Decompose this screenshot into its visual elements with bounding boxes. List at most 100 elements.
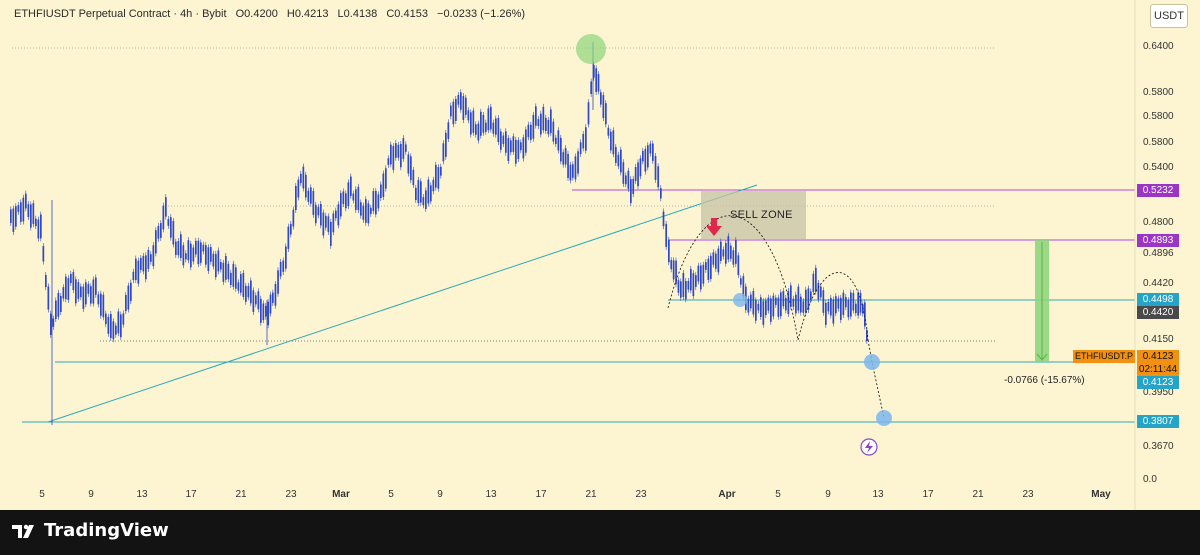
candle-body <box>517 140 520 160</box>
candle-body <box>67 278 70 300</box>
price-tick: 0.3670 <box>1143 441 1174 452</box>
candle-body <box>807 288 810 311</box>
candle-body <box>95 277 97 295</box>
candle-body <box>637 162 639 187</box>
candle-body <box>247 285 250 298</box>
low-value: L0.4138 <box>337 8 378 20</box>
currency-button[interactable]: USDT <box>1150 4 1188 28</box>
tradingview-logo[interactable]: TradingView <box>12 520 169 541</box>
candle-body <box>102 294 105 318</box>
candle-body <box>574 156 577 180</box>
candle-body <box>607 127 610 136</box>
candle-body <box>680 281 682 298</box>
candle-body <box>687 281 690 290</box>
candle-body <box>362 205 365 220</box>
price-chart[interactable] <box>0 0 1200 510</box>
time-tick: 13 <box>872 489 884 500</box>
price-badge-resistance-upper: 0.5232 <box>1137 184 1179 197</box>
candle-body <box>527 124 530 138</box>
candle-body <box>525 129 527 153</box>
candle-body <box>107 317 110 334</box>
tradingview-brand: TradingView <box>44 520 169 541</box>
candle-body <box>137 260 140 284</box>
sell-zone-label: SELL ZONE <box>730 209 793 221</box>
candle-body <box>25 193 27 209</box>
candle-body <box>60 295 62 313</box>
candle-body <box>269 294 272 314</box>
candle-body <box>237 282 240 291</box>
candle-body <box>47 286 50 310</box>
time-tick: 21 <box>585 489 597 500</box>
price-tick: 0.4896 <box>1143 248 1174 259</box>
candle-body <box>487 108 490 131</box>
candle-body <box>662 211 665 227</box>
candle-body <box>395 143 397 158</box>
candle-body <box>740 278 742 285</box>
candle-body <box>842 292 845 315</box>
candle-body <box>42 246 45 262</box>
time-tick: Apr <box>718 489 736 500</box>
candle-body <box>670 260 673 270</box>
candle-body <box>497 118 500 143</box>
candle-body <box>325 215 327 228</box>
candle-body <box>57 292 60 317</box>
candle-body <box>492 122 495 134</box>
candle-body <box>482 114 485 133</box>
candle-body <box>550 109 552 134</box>
candle-body <box>140 257 142 270</box>
candle-body <box>297 179 300 198</box>
candle-body <box>792 298 795 307</box>
price-badge-range-top: 0.4498 <box>1137 293 1179 306</box>
candlestick-series <box>10 42 868 425</box>
candle-body <box>797 286 800 311</box>
time-tick: 5 <box>388 489 394 500</box>
candle-body <box>707 258 710 280</box>
candle-body <box>157 226 160 239</box>
candle-body <box>345 193 347 209</box>
candle-body <box>190 243 192 268</box>
candle-body <box>350 176 352 196</box>
candle-body <box>170 217 172 238</box>
candle-body <box>600 92 602 105</box>
candle-body <box>490 106 492 130</box>
candle-body <box>117 311 120 334</box>
candle-body <box>450 105 452 117</box>
candle-body <box>835 296 837 314</box>
candle-body <box>407 154 410 174</box>
candle-body <box>677 280 680 293</box>
footer-bar <box>0 510 1200 555</box>
candle-body <box>832 299 835 324</box>
candle-body <box>367 203 370 224</box>
candle-body <box>530 124 532 140</box>
price-tick: 0.0 <box>1143 474 1157 485</box>
candle-body <box>782 291 785 307</box>
candle-body <box>40 214 42 239</box>
candle-body <box>644 149 647 172</box>
candle-body <box>20 202 22 222</box>
candle-body <box>125 294 127 312</box>
candle-body <box>840 297 842 321</box>
candle-body <box>495 118 497 135</box>
candle-body <box>625 175 627 185</box>
candle-body <box>715 253 717 269</box>
candle-body <box>847 300 850 318</box>
chart-area[interactable]: ETHFIUSDT Perpetual Contract · 4h · Bybi… <box>0 0 1200 511</box>
candle-body <box>310 187 312 204</box>
candle-body <box>342 191 345 205</box>
candle-body <box>857 292 860 316</box>
candle-body <box>634 167 637 181</box>
candle-body <box>560 137 562 162</box>
candle-body <box>547 119 550 135</box>
candle-body <box>100 293 102 316</box>
breakdown-marker <box>733 293 747 307</box>
candle-body <box>682 272 685 297</box>
candle-body <box>639 158 642 177</box>
candle-body <box>217 250 220 272</box>
candle-body <box>817 282 820 300</box>
candle-body <box>752 290 755 315</box>
candle-body <box>762 301 765 325</box>
candle-body <box>112 321 115 340</box>
candle-body <box>425 190 427 210</box>
candle-body <box>315 204 317 224</box>
candle-body <box>187 240 190 261</box>
